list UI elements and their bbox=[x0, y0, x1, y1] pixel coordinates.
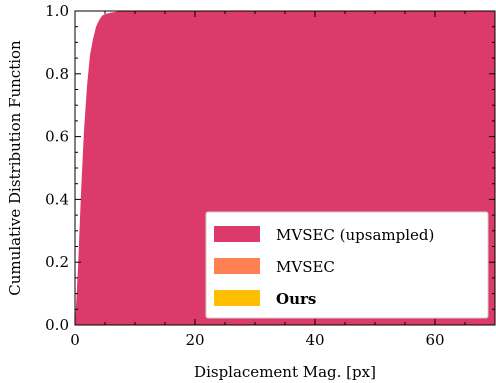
tick-labels: 0 20 40 60 0.0 0.2 0.4 0.6 0.8 1.0 bbox=[45, 2, 444, 349]
legend-label-mvsec: MVSEC bbox=[276, 258, 335, 276]
y-axis-label: Cumulative Distribution Function bbox=[6, 40, 24, 296]
y-tick-label: 1.0 bbox=[45, 2, 69, 20]
legend-box bbox=[205, 211, 489, 319]
x-tick-label: 0 bbox=[70, 331, 80, 349]
legend-label-mvsec-upsampled: MVSEC (upsampled) bbox=[276, 226, 434, 244]
x-tick-label: 20 bbox=[185, 331, 204, 349]
x-tick-label: 40 bbox=[305, 331, 324, 349]
y-tick-label: 0.8 bbox=[45, 65, 69, 83]
y-tick-label: 0.0 bbox=[45, 316, 69, 334]
y-tick-label: 0.2 bbox=[45, 253, 69, 271]
legend-swatch-ours bbox=[214, 290, 260, 306]
legend-swatch-mvsec-upsampled bbox=[214, 226, 260, 242]
y-tick-label: 0.4 bbox=[45, 190, 69, 208]
axis-ticks bbox=[74, 10, 496, 326]
legend: MVSEC (upsampled) MVSEC Ours bbox=[205, 211, 489, 319]
x-axis-label: Displacement Mag. [px] bbox=[194, 363, 376, 381]
x-tick-label: 60 bbox=[425, 331, 444, 349]
legend-label-ours: Ours bbox=[276, 290, 316, 308]
legend-swatch-mvsec bbox=[214, 258, 260, 274]
y-tick-label: 0.6 bbox=[45, 128, 69, 146]
